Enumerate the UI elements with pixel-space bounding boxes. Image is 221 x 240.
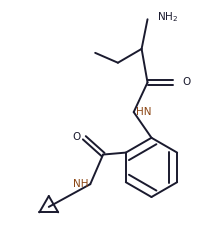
- Text: O: O: [182, 78, 190, 87]
- Text: NH$_2$: NH$_2$: [157, 10, 179, 24]
- Text: O: O: [72, 132, 81, 142]
- Text: NH: NH: [73, 179, 88, 189]
- Text: HN: HN: [136, 107, 151, 117]
